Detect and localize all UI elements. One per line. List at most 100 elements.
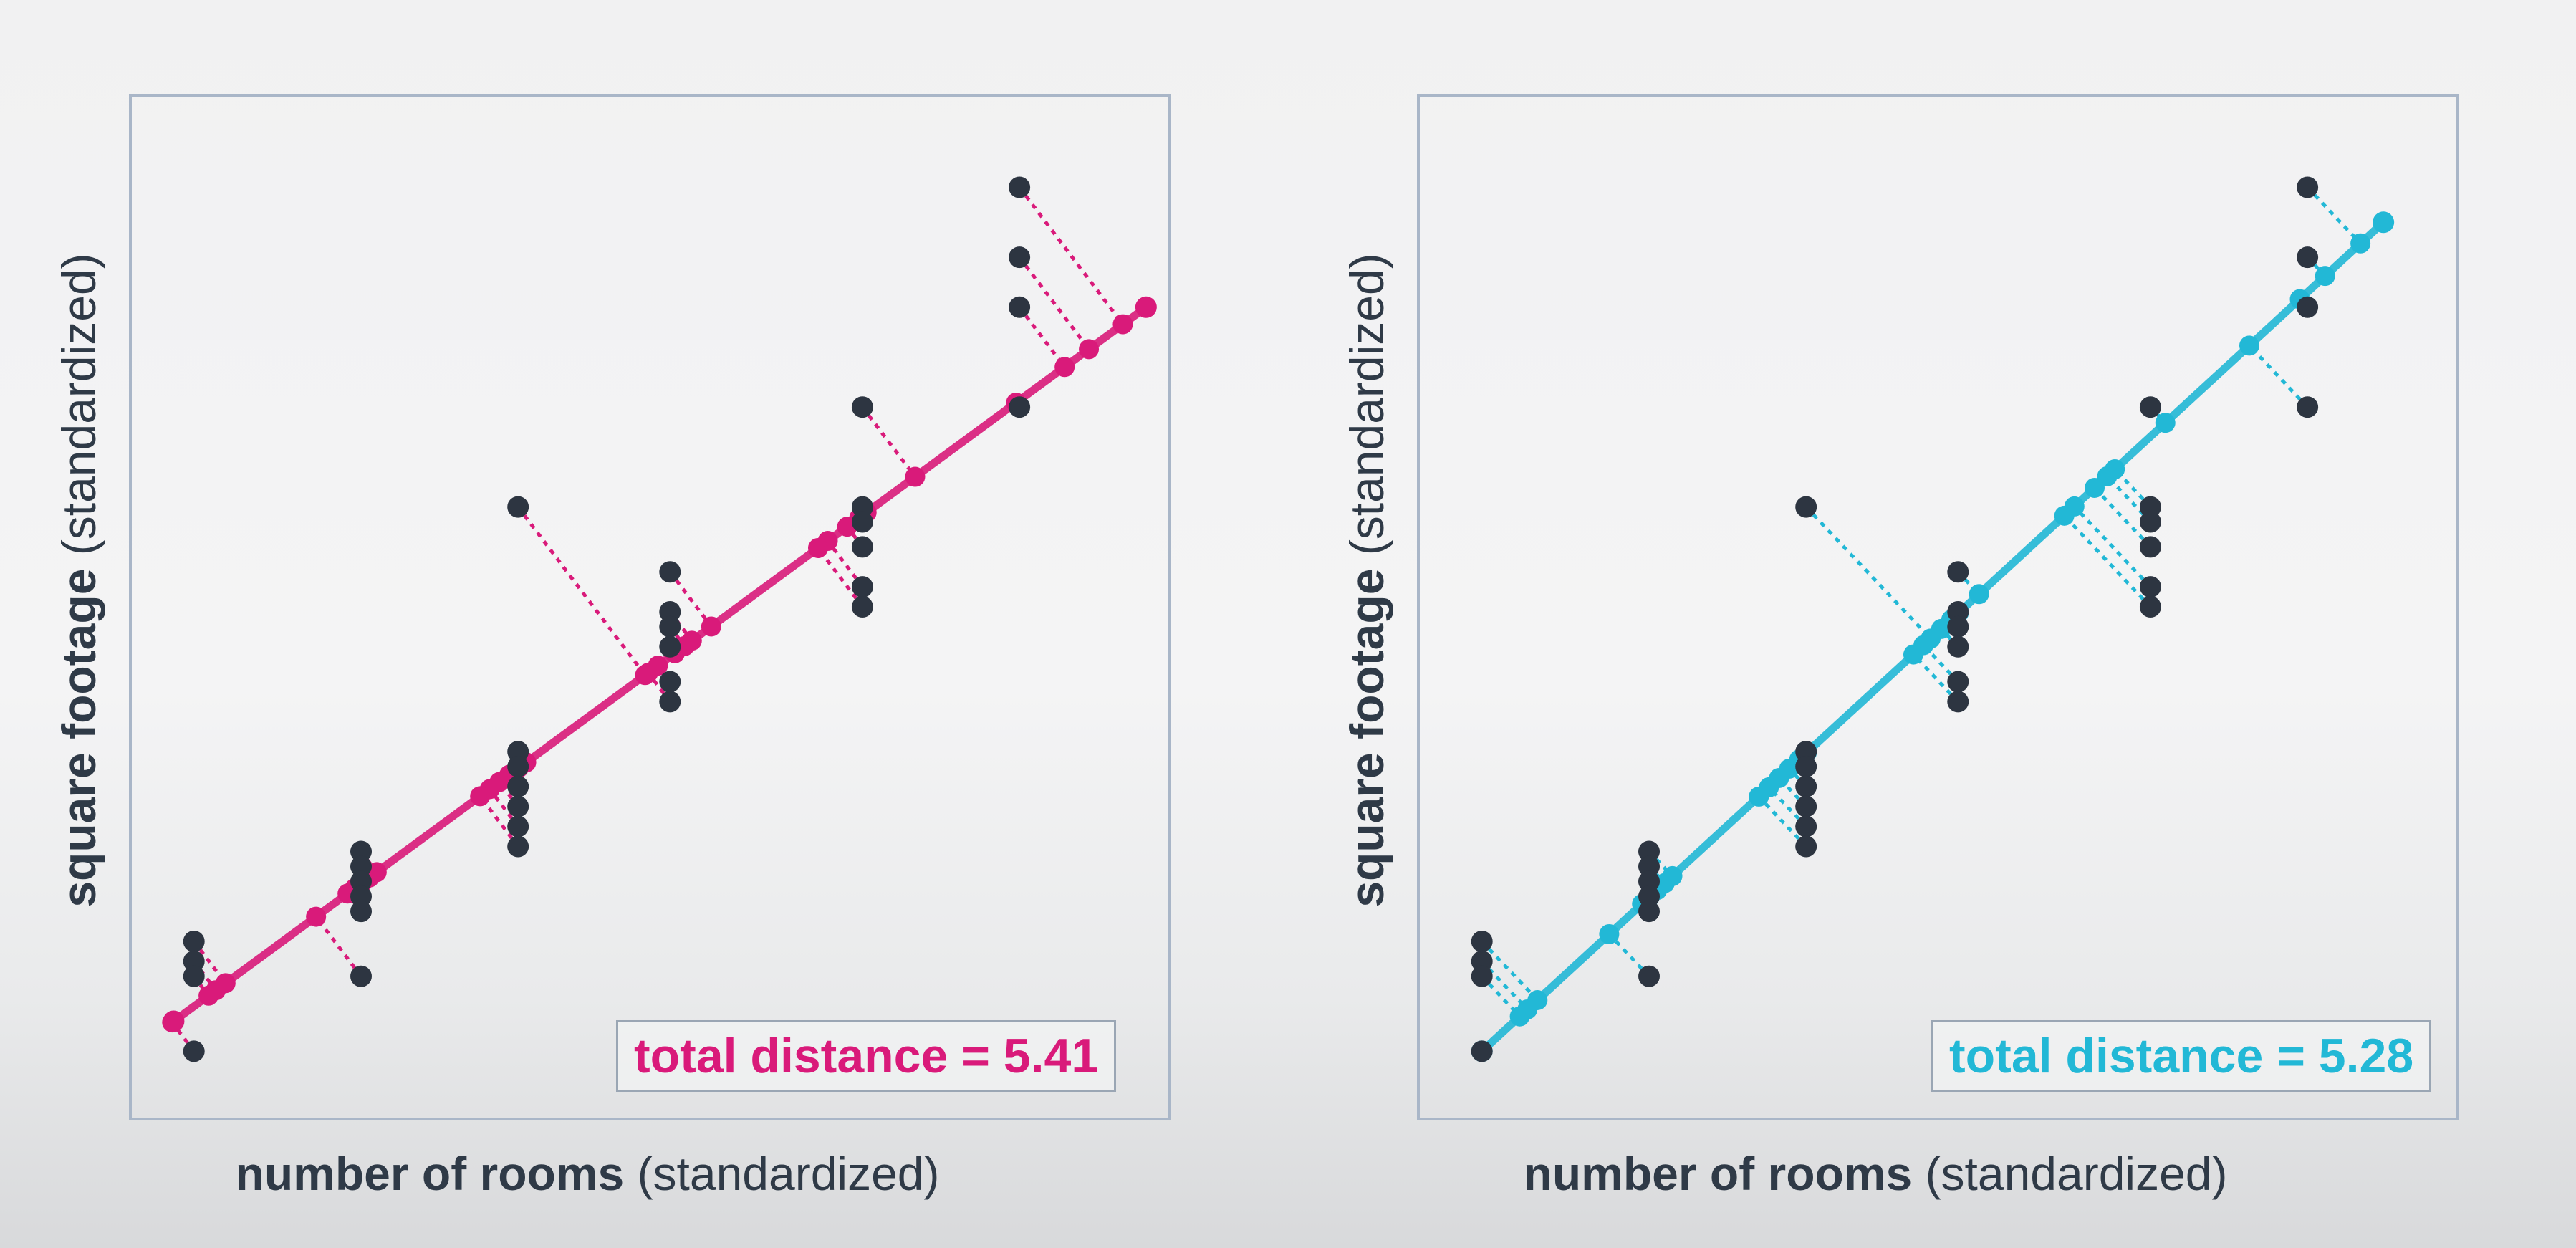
data-point — [1471, 950, 1493, 972]
distance-line — [1912, 653, 1960, 704]
projection-point — [470, 786, 491, 807]
data-point — [659, 635, 681, 658]
data-point — [1795, 775, 1817, 797]
data-point — [350, 840, 373, 863]
projection-point — [1599, 923, 1620, 944]
data-point — [1795, 756, 1817, 778]
data-point — [1471, 1040, 1493, 1062]
projection-point — [2097, 466, 2118, 486]
data-point — [2297, 246, 2319, 269]
data-point — [183, 1040, 205, 1062]
distance-line — [1480, 940, 1539, 1002]
plot-frame — [1417, 94, 2459, 1120]
data-point — [507, 741, 529, 763]
data-point — [2139, 596, 2161, 618]
chart-right — [1417, 94, 2459, 1120]
data-point — [1947, 615, 1969, 638]
projection-point — [2054, 505, 2075, 526]
data-point — [183, 950, 205, 972]
data-point — [1947, 671, 1969, 693]
distance-line — [2072, 505, 2152, 588]
projection-point — [701, 616, 721, 637]
y-axis-label-bold: square footage — [1340, 568, 1393, 908]
x-axis-label-bold: number of rooms — [235, 1147, 625, 1200]
data-point — [1795, 795, 1817, 817]
x-axis-label-rest: (standardized) — [637, 1147, 940, 1200]
line-endpoint — [1135, 296, 1157, 318]
data-point — [1795, 815, 1817, 837]
data-point — [659, 671, 681, 693]
data-point — [1947, 691, 1969, 713]
projection-point — [1749, 786, 1769, 807]
total-distance-label: total distance = 5.28 — [1931, 1020, 2432, 1092]
data-point — [851, 576, 873, 598]
data-point — [1009, 176, 1031, 198]
distance-line — [2306, 186, 2362, 245]
data-point — [507, 756, 529, 778]
data-point — [1795, 741, 1817, 763]
y-axis-label: square footage (standardized) — [36, 222, 122, 939]
data-point — [2139, 396, 2161, 418]
projection-point — [1112, 314, 1133, 335]
data-point — [659, 600, 681, 623]
data-point — [2297, 176, 2319, 198]
distance-line — [816, 547, 864, 608]
y-axis-label-bold: square footage — [52, 568, 105, 908]
data-point — [350, 965, 373, 987]
data-point — [350, 870, 373, 893]
data-point — [1638, 840, 1661, 863]
projection-point — [2155, 413, 2176, 433]
line-endpoint — [2373, 211, 2395, 234]
data-point — [1795, 835, 1817, 858]
distance-line — [516, 506, 647, 676]
data-point — [1009, 396, 1031, 418]
distance-line — [2248, 344, 2309, 408]
projection-point — [1054, 357, 1075, 378]
y-axis-label-rest: (standardized) — [1340, 253, 1393, 556]
data-point — [1947, 635, 1969, 658]
data-point — [507, 795, 529, 817]
total-distance-label: total distance = 5.41 — [616, 1020, 1117, 1092]
data-point — [851, 396, 873, 418]
projection-point — [1969, 584, 1989, 605]
data-point — [851, 496, 873, 518]
projection-point — [198, 985, 219, 1006]
distance-line — [2062, 514, 2152, 608]
data-point — [1947, 600, 1969, 623]
projection-point — [1931, 618, 1951, 639]
projection-point — [2350, 233, 2371, 254]
distance-line — [1018, 256, 1091, 350]
y-axis-label-rest: (standardized) — [52, 253, 105, 556]
data-point — [851, 536, 873, 558]
projection-point — [905, 466, 926, 487]
data-point — [1471, 965, 1493, 987]
projection-point — [2085, 477, 2105, 498]
distance-line — [1804, 505, 1932, 640]
distance-line — [314, 916, 363, 978]
x-axis-label-bold: number of rooms — [1523, 1147, 1913, 1200]
data-point — [1638, 885, 1661, 908]
distance-line — [1018, 306, 1067, 368]
distance-line — [488, 787, 520, 828]
data-point — [183, 930, 205, 952]
x-axis-label: number of rooms (standardized) — [1417, 1145, 2334, 1202]
distance-line — [1922, 643, 1960, 683]
data-point — [659, 561, 681, 583]
chart-left — [129, 94, 1171, 1120]
data-point — [1638, 901, 1661, 923]
data-point — [1638, 965, 1661, 987]
distance-line — [1757, 795, 1807, 848]
data-point — [1009, 246, 1031, 269]
line-endpoint — [163, 1010, 185, 1032]
data-point — [2139, 496, 2161, 518]
data-point — [659, 691, 681, 713]
data-point — [659, 615, 681, 638]
projection-point — [306, 906, 327, 927]
projection-point — [2315, 266, 2335, 287]
data-point — [507, 496, 529, 518]
data-point — [350, 855, 373, 878]
distance-line — [668, 570, 713, 628]
data-point — [507, 815, 529, 837]
projection-point — [638, 663, 658, 683]
projection-point — [807, 537, 828, 558]
